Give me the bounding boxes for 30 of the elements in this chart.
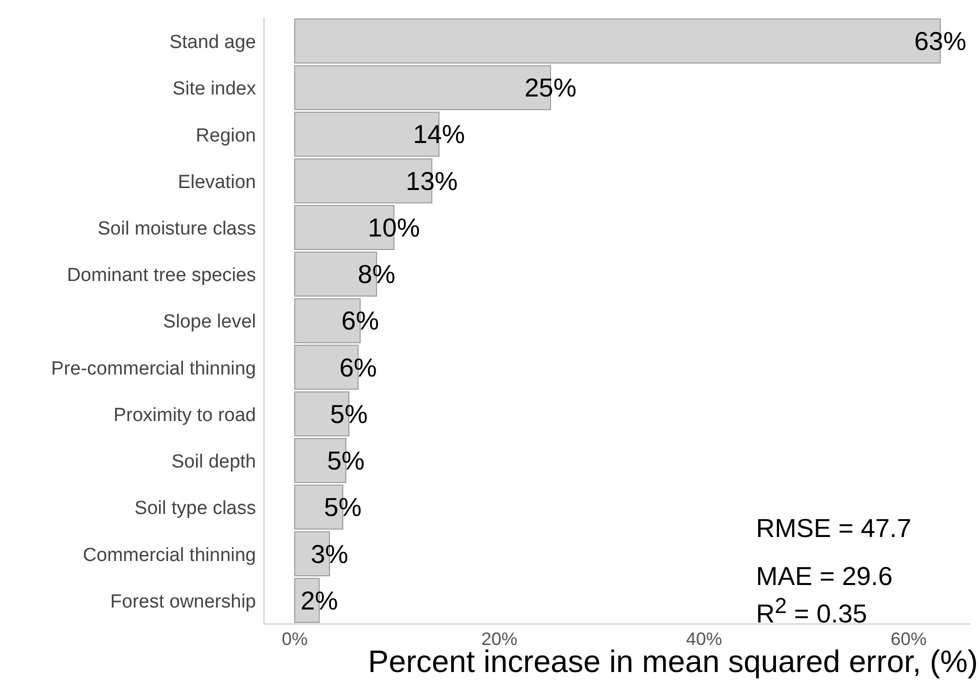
data-label: 6% [341, 306, 379, 336]
y-tick-label: Soil moisture class [98, 218, 256, 240]
data-label: 8% [358, 259, 396, 290]
y-tick-label: Commercial thinning [82, 544, 256, 566]
y-tick-label: Slope level [163, 312, 256, 333]
data-label: 13% [406, 166, 458, 196]
y-tick-label: Elevation [178, 172, 256, 193]
data-label: 25% [524, 72, 577, 103]
annotation: R$^{2}$ = 0.35 [756, 593, 868, 630]
data-label: 5% [330, 398, 368, 429]
data-label: 63% [914, 26, 966, 56]
annotation: MAE = 29.6 [756, 561, 893, 592]
annotation: RMSE = 47.7 [756, 513, 912, 544]
y-tick-label: Proximity to road [113, 404, 256, 426]
y-tick-label: Region [196, 125, 256, 146]
y-tick-label: Pre-commercial thinning [51, 358, 256, 380]
y-tick-label: Forest ownership [110, 591, 256, 612]
y-tick-label: Site index [172, 78, 256, 100]
y-tick-label: Dominant tree species [66, 265, 256, 286]
x-tick-label: 0% [282, 628, 308, 649]
data-label: 14% [412, 119, 465, 150]
y-tick-label: Stand age [169, 32, 256, 54]
data-label: 3% [310, 538, 348, 569]
data-label: 10% [368, 212, 420, 242]
data-label: 2% [300, 585, 338, 616]
data-label: 6% [339, 352, 377, 382]
data-label: 5% [324, 492, 362, 522]
y-tick-label: Soil type class [134, 498, 256, 520]
y-tick-label: Soil depth [171, 452, 256, 473]
data-label: 5% [327, 446, 365, 476]
